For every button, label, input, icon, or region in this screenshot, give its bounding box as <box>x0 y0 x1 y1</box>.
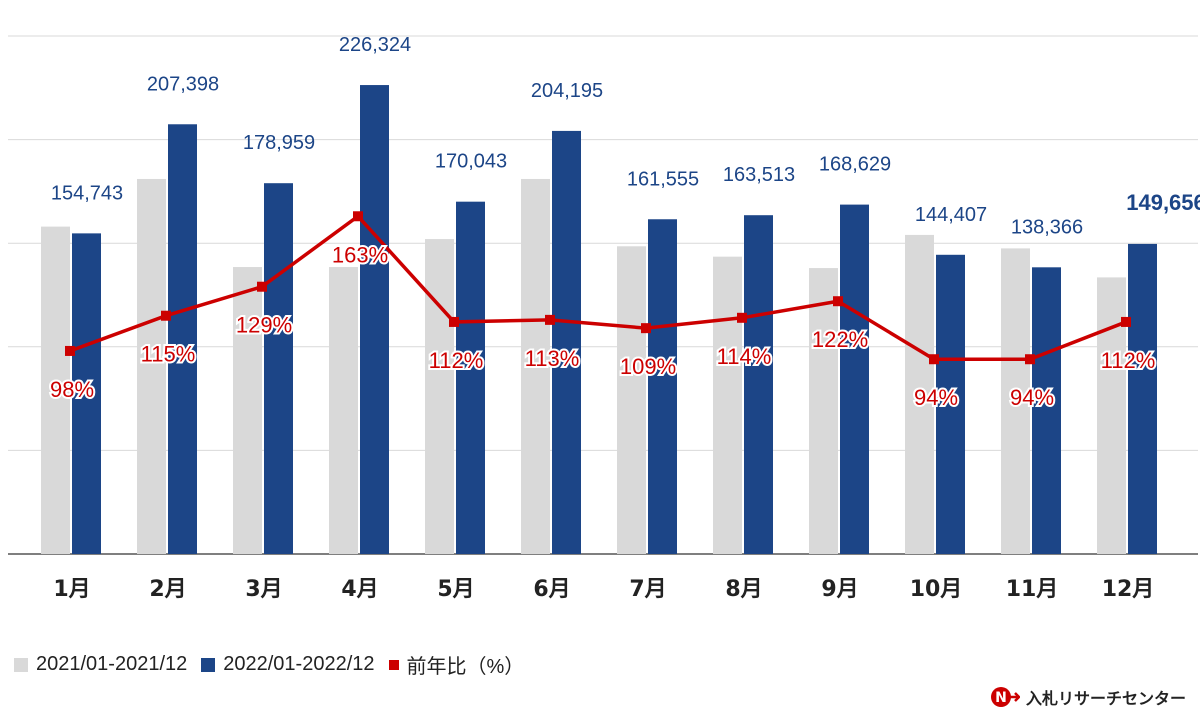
legend-item-ratio: 前年比（%） <box>388 650 525 679</box>
ratio-marker <box>833 296 843 307</box>
bar-2021 <box>233 267 262 554</box>
ratio-marker <box>641 323 651 334</box>
bar-2022 <box>72 233 101 554</box>
bar-2022-value-label: 163,513 <box>723 164 795 186</box>
ratio-line: 98% 115% 129% 163% 112% 113% 109% 114% 122% 94% 94… <box>48 211 1157 412</box>
ratio-value-label: 94% <box>914 385 958 410</box>
x-tick-label: 11月 <box>1006 577 1059 602</box>
x-tick-label: 8月 <box>725 577 762 602</box>
chart: 154,743 207,398 178,959 226,324 170,043 204,1… <box>8 34 1200 602</box>
legend-swatch-2022 <box>201 657 216 672</box>
bar-2022-value-label: 144,407 <box>915 204 987 226</box>
bar-2022-value-label: 207,398 <box>147 73 219 95</box>
x-tick-label: 2月 <box>149 577 186 602</box>
ratio-value-label: 113% <box>525 346 580 371</box>
legend: 2021/01-2021/12 2022/01-2022/12 前年比（%） <box>14 650 538 679</box>
legend-item-2022: 2022/01-2022/12 <box>201 653 375 676</box>
bar-2021 <box>905 234 934 555</box>
bar-2022 <box>648 219 677 554</box>
x-tick-label: 6月 <box>533 577 570 602</box>
ratio-value-label: 122% <box>812 327 868 352</box>
bar-2022-value-label: 168,629 <box>819 154 891 176</box>
bar-2022-value-label: 161,555 <box>627 168 699 190</box>
bar-2022-value-label: 178,959 <box>243 132 315 154</box>
x-tick-label: 3月 <box>245 577 282 602</box>
bar-2021 <box>809 268 838 554</box>
ratio-value-label: 112% <box>1101 348 1156 373</box>
ratio-value-label: 112% <box>429 348 484 373</box>
x-tick-label: 10月 <box>910 577 963 602</box>
bar-2022 <box>456 201 485 554</box>
bar-2022 <box>1128 243 1157 554</box>
bar-2021 <box>137 178 166 554</box>
ratio-marker <box>161 310 171 321</box>
x-tick-label: 9月 <box>821 577 858 602</box>
bar-2022-value-label: 154,743 <box>51 182 123 204</box>
brand-name: 入札リサーチセンター <box>1025 689 1186 708</box>
bar-2021 <box>329 267 358 554</box>
brand-logo: N 入札リサーチセンター <box>990 685 1186 709</box>
ratio-value-label: 109% <box>620 354 676 379</box>
ratio-marker <box>353 211 363 222</box>
x-tick-label: 12月 <box>1102 577 1155 602</box>
ratio-value-label: 163% <box>332 242 388 267</box>
brand-mark-icon: N <box>990 687 1020 707</box>
legend-swatch-ratio <box>388 659 399 670</box>
bar-2022 <box>840 204 869 554</box>
ratio-polyline <box>69 213 1127 361</box>
bar-2021 <box>41 226 70 554</box>
bar-2022 <box>360 85 389 554</box>
x-tick-label: 5月 <box>437 577 474 602</box>
legend-label-2021: 2021/01-2021/12 <box>36 653 188 675</box>
brand-mark-letter: N <box>995 690 1007 706</box>
bars <box>41 85 1157 555</box>
ratio-marker <box>929 354 939 365</box>
bar-2022-value-label: 226,324 <box>339 34 411 56</box>
ratio-marker <box>449 316 459 327</box>
bar-value-labels: 154,743 207,398 178,959 226,324 170,043 204,1… <box>51 34 1200 238</box>
x-tick-label: 4月 <box>341 577 378 602</box>
legend-label-2022: 2022/01-2022/12 <box>223 653 375 675</box>
ratio-marker <box>1025 354 1035 365</box>
ratio-marker <box>545 314 555 325</box>
ratio-marker <box>1121 316 1131 327</box>
legend-swatch-2021 <box>14 657 28 672</box>
bar-2022 <box>168 124 197 554</box>
legend-label-ratio: 前年比（%） <box>406 656 525 678</box>
ratio-value-label: 115% <box>141 342 196 367</box>
bar-2021 <box>425 239 454 554</box>
bar-2021 <box>617 246 646 555</box>
bar-2022-value-label: 138,366 <box>1011 216 1083 238</box>
x-tick-label: 1月 <box>53 577 90 602</box>
ratio-value-label: 129% <box>236 313 292 338</box>
ratio-value-label: 94% <box>1010 385 1054 410</box>
bar-2021 <box>713 256 742 554</box>
bar-2022-value-label: 149,656 <box>1126 190 1200 215</box>
ratio-marker <box>65 345 75 356</box>
bar-2022 <box>936 254 965 554</box>
bar-2022 <box>1032 267 1061 554</box>
ratio-marker <box>737 312 747 323</box>
x-axis-ticks: 1月 2月 3月 4月 5月 6月 7月 8月 9月 10月 11月 12月 <box>53 577 1154 602</box>
bar-2022 <box>552 130 581 554</box>
legend-item-2021: 2021/01-2021/12 <box>14 653 187 676</box>
bar-2021 <box>521 178 550 554</box>
bar-2022 <box>744 215 773 555</box>
ratio-marker <box>257 281 267 292</box>
ratio-value-label: 98% <box>50 377 94 402</box>
bar-2022-value-label: 204,195 <box>531 80 603 102</box>
gridlines <box>8 35 1198 555</box>
ratio-value-label: 114% <box>717 344 772 369</box>
x-tick-label: 7月 <box>629 577 666 602</box>
bar-2022 <box>264 183 293 554</box>
bar-2022-value-label: 170,043 <box>435 151 507 173</box>
bar-2021 <box>1001 248 1030 554</box>
